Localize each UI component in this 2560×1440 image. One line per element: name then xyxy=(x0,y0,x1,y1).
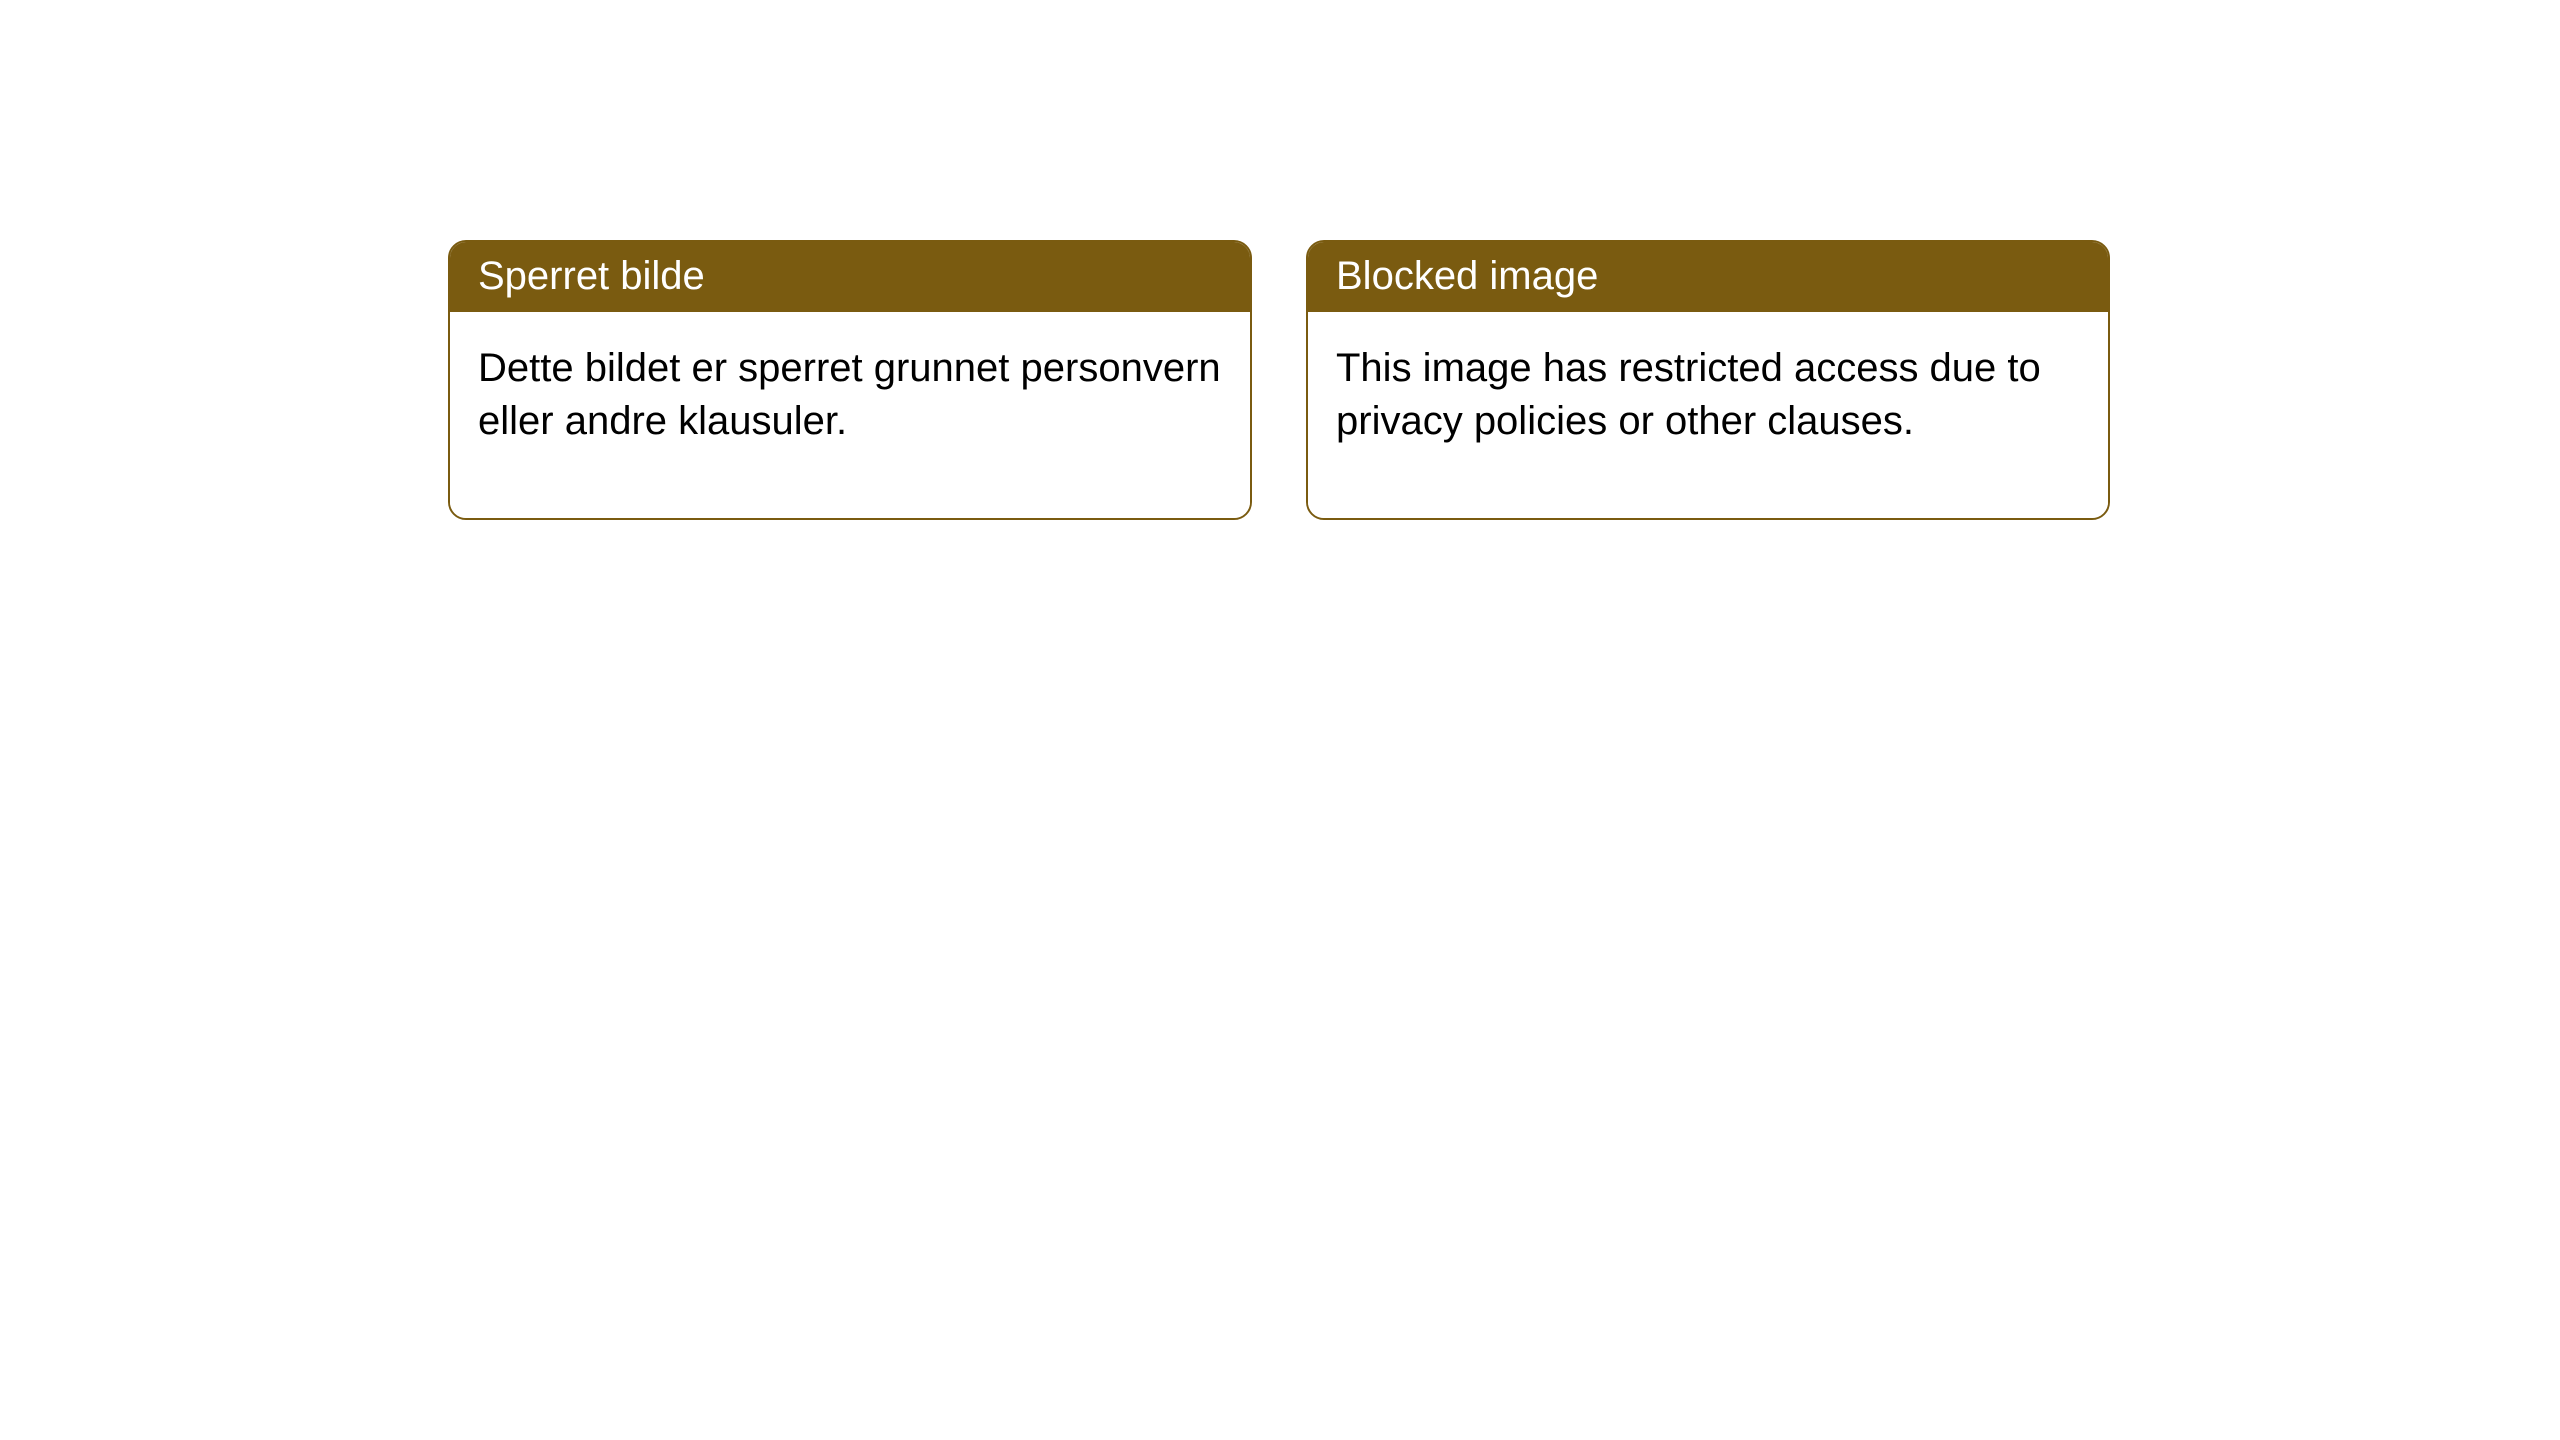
notice-card-norwegian: Sperret bilde Dette bildet er sperret gr… xyxy=(448,240,1252,520)
notice-card-title: Sperret bilde xyxy=(450,242,1250,312)
notice-card-english: Blocked image This image has restricted … xyxy=(1306,240,2110,520)
notice-cards-container: Sperret bilde Dette bildet er sperret gr… xyxy=(0,0,2560,520)
notice-card-title: Blocked image xyxy=(1308,242,2108,312)
notice-card-body: Dette bildet er sperret grunnet personve… xyxy=(450,312,1250,518)
notice-card-body: This image has restricted access due to … xyxy=(1308,312,2108,518)
